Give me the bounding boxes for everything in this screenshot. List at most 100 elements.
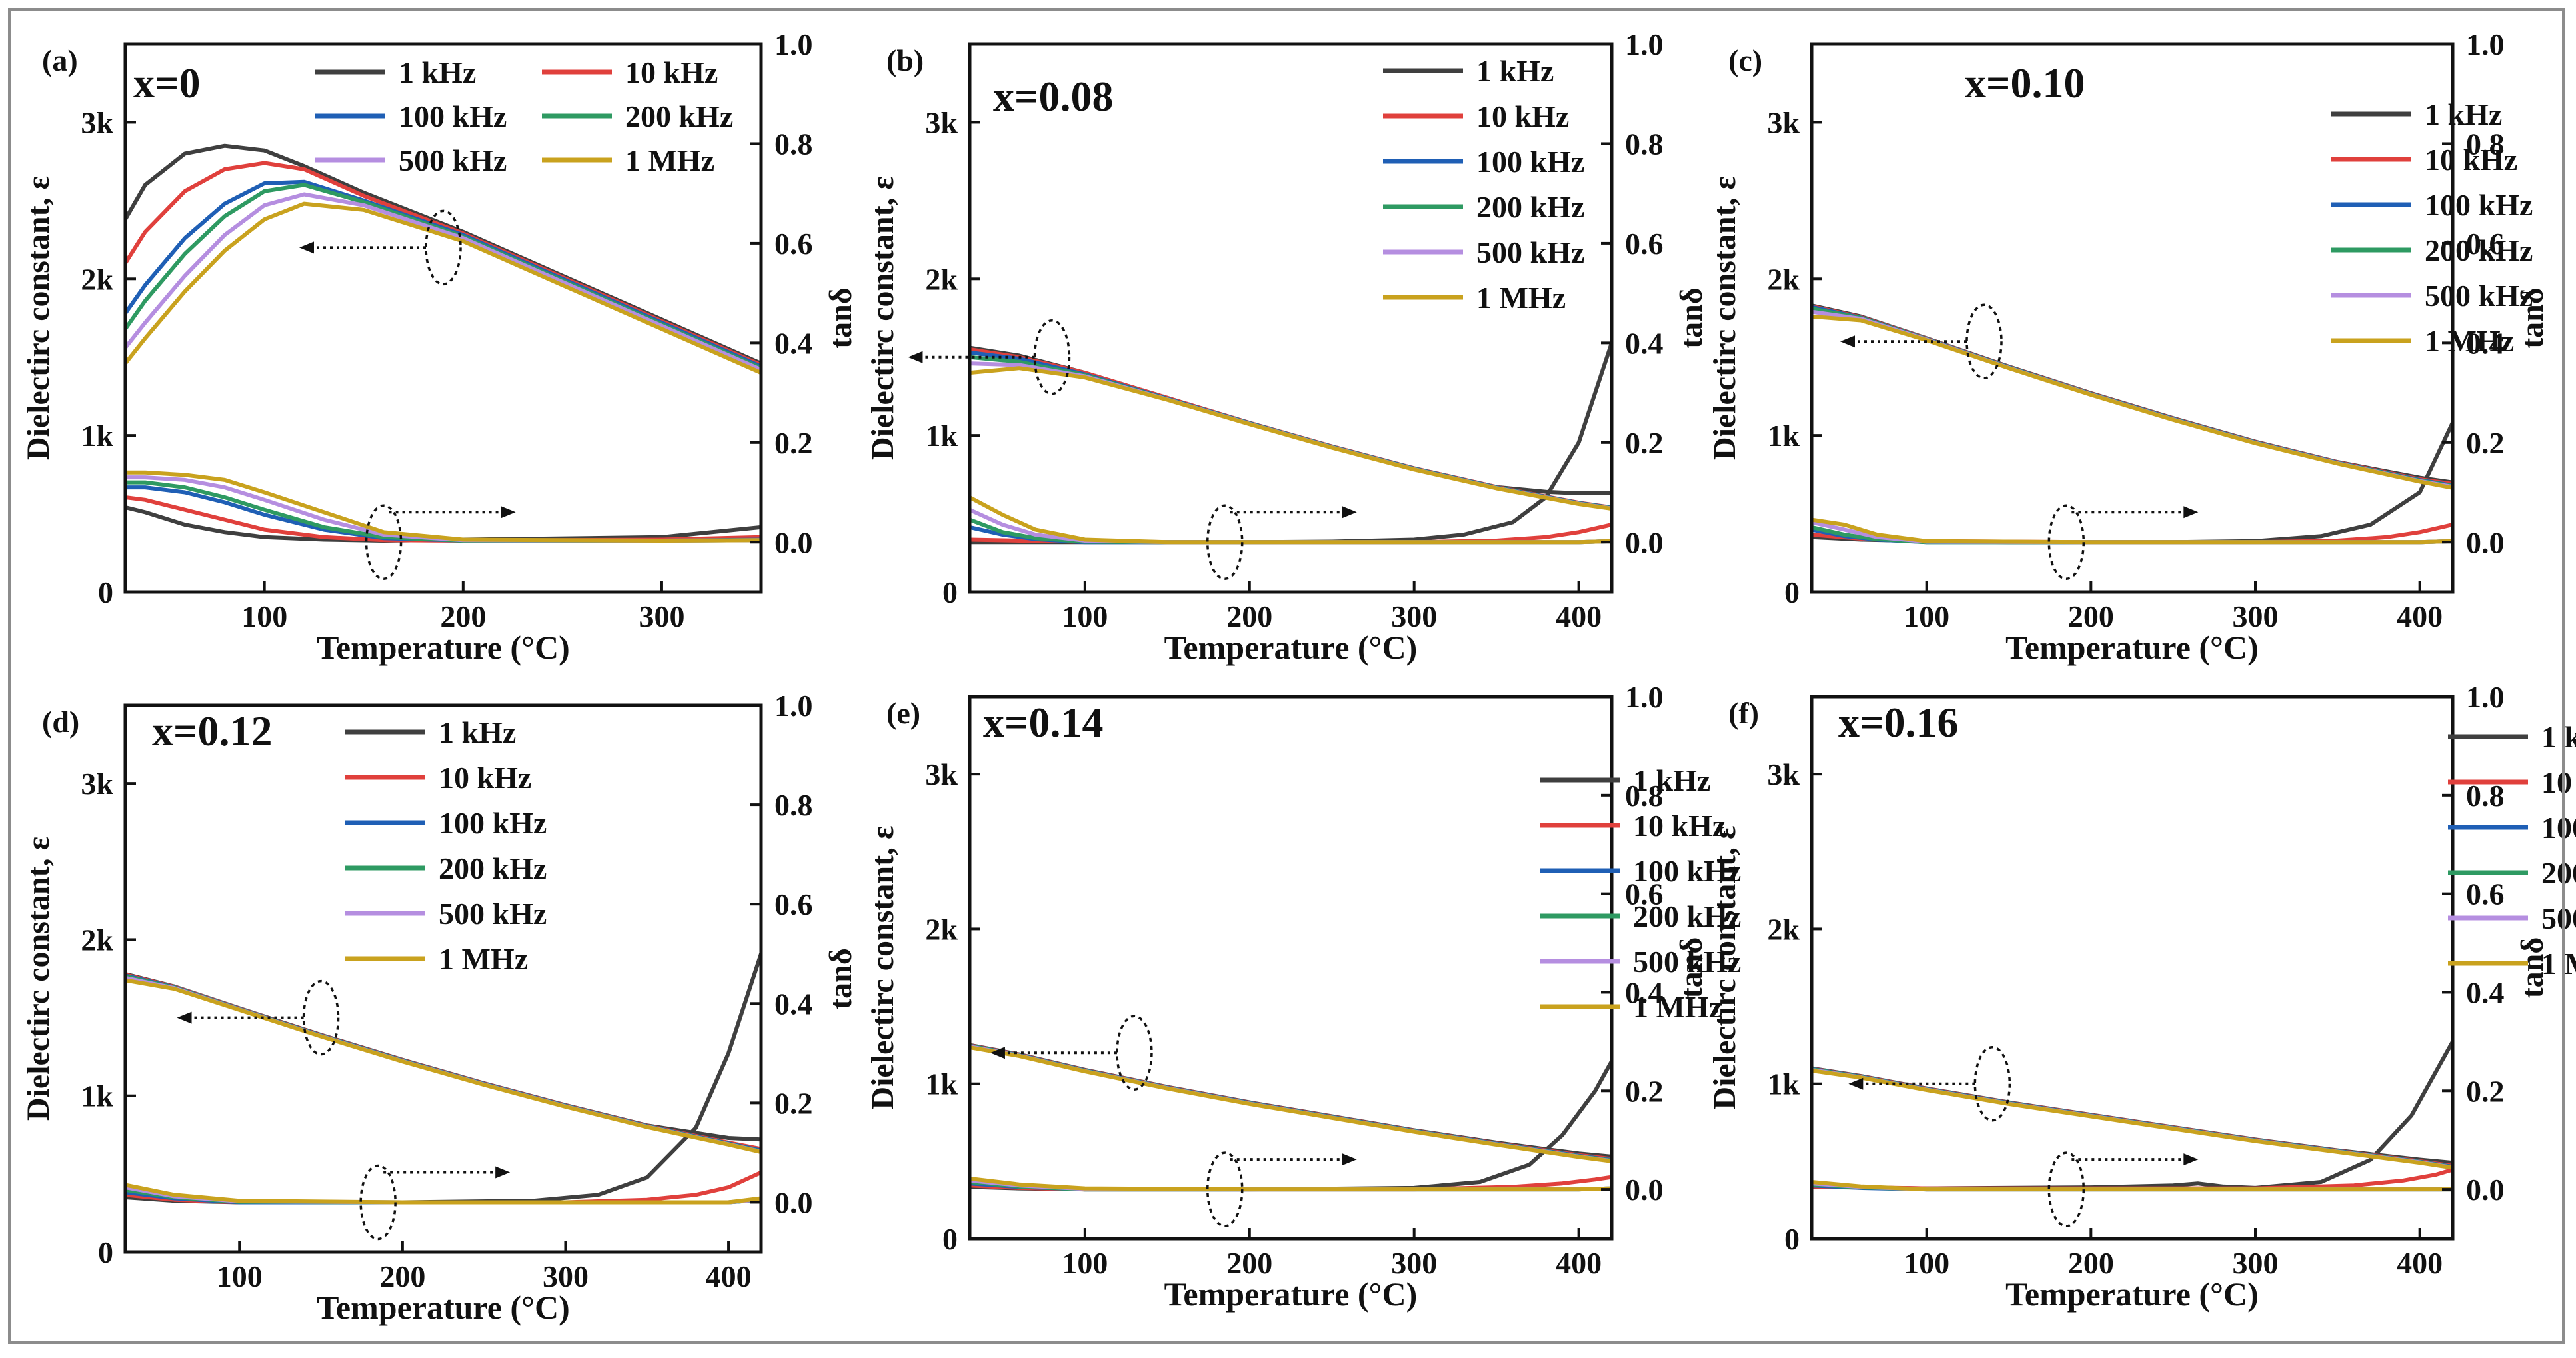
y-tick-label: 0 [942, 575, 958, 609]
legend: 1 kHz 10 kHz 100 kHz 200 kHz 500 kHz 1 MHz [345, 715, 547, 976]
x-tick-label: 200 [1226, 599, 1272, 633]
panel-f: 100 200 300 40001k2k3k0.00.20.40.60.81.0Tem… [1707, 680, 2576, 1313]
composition-label: x=0.12 [152, 707, 272, 755]
y2-tick-label: 0.0 [2466, 1173, 2505, 1207]
series-line-tan-1-khz [1812, 1039, 2453, 1191]
dashed-ellipse [425, 209, 462, 286]
y2-tick-label: 0.4 [2466, 326, 2505, 360]
y2-axis-title: tanδ [1674, 287, 1709, 349]
axes-frame [1810, 695, 2455, 1241]
legend-label: 1 MHz [625, 143, 714, 177]
y2-tick-label: 1.0 [774, 27, 813, 61]
series-line-eps-1-mhz [970, 366, 1612, 511]
y-tick-label: 1k [925, 1067, 958, 1101]
x-tick-label: 300 [543, 1259, 589, 1293]
y-tick-label: 2k [925, 912, 958, 946]
series-line-tan-1-mhz [125, 1183, 761, 1205]
legend-label: 500 kHz [2541, 901, 2576, 935]
arrow-head [908, 351, 923, 363]
y2-axis-title: tanδ [2515, 287, 2550, 349]
y-tick-label: 0 [1784, 1222, 1800, 1256]
x-tick-label: 300 [1391, 599, 1437, 633]
y-tick-label: 3k [1767, 105, 1800, 139]
x-axis-title: Temperature (°C) [2005, 629, 2259, 666]
series-line-eps-100-khz [970, 1043, 1612, 1162]
dashed-ellipse [359, 1164, 397, 1241]
plot-area [125, 951, 761, 1205]
arrow-head [1840, 335, 1855, 348]
arrow-head [177, 1011, 192, 1024]
arrow-head [1342, 1153, 1357, 1166]
series-line-tan-1-mhz [125, 470, 761, 543]
permittivity-annotation [1840, 303, 2003, 379]
axes-frame [1810, 42, 2455, 594]
legend-label: 1 MHz [2425, 324, 2514, 358]
y-axis-title: Dielectirc constant, ε [865, 176, 900, 460]
legend-label: 200 kHz [2541, 856, 2576, 890]
y-tick-label: 0 [942, 1222, 958, 1256]
permittivity-annotation [990, 1015, 1153, 1091]
y2-tick-label: 0.8 [2466, 127, 2505, 161]
y2-axis-title: tanδ [823, 948, 858, 1009]
axes-frame [123, 42, 763, 594]
y2-tick-label: 0.8 [1625, 127, 1664, 161]
panel-c: 100 200 300 400 0 1k 2k 3k 0.0 0.2 0.4 0.6 0.8 1.0 Tem… [1707, 27, 2550, 666]
y-tick-label: 1k [925, 419, 958, 453]
y-tick-label: 2k [81, 923, 113, 957]
y-tick-label: 1k [1767, 1067, 1800, 1101]
panel-label: (c) [1728, 43, 1762, 77]
axes-frame [123, 703, 763, 1254]
legend-label: 1 MHz [2541, 947, 2576, 981]
composition-label: x=0.08 [993, 73, 1113, 120]
series-line-eps-10-khz [970, 1043, 1612, 1161]
y2-tick-label: 0.2 [2466, 426, 2505, 460]
legend-label: 1 kHz [2541, 720, 2576, 754]
y2-tick-label: 0.4 [2466, 975, 2505, 1009]
y2-tick-label: 0.4 [774, 326, 813, 360]
y-tick-label: 0 [1784, 575, 1800, 609]
arrow-head [990, 1047, 1005, 1059]
x-axis-title: Temperature (°C) [1164, 1275, 1418, 1313]
y2-tick-label: 1.0 [1625, 680, 1664, 714]
legend-label: 200 kHz [2425, 233, 2533, 267]
panel-label: (a) [42, 43, 78, 77]
series-line-eps-10-khz [125, 161, 761, 367]
y-tick-label: 2k [81, 262, 113, 296]
y-axis-title: Dielectirc constant, ε [1707, 176, 1742, 460]
loss-annotation [359, 1164, 511, 1241]
series-line-eps-1-mhz [970, 1045, 1612, 1163]
x-tick-label: 200 [440, 599, 486, 633]
legend-label: 200 kHz [439, 851, 547, 885]
loss-annotation [2047, 504, 2199, 581]
x-tick-label: 100 [1904, 599, 1949, 633]
legend-label: 100 kHz [1476, 145, 1584, 179]
loss-annotation [365, 504, 516, 581]
panel-a: 100 200 300 0 1k 2k 3k 0.0 0.2 0.4 0.6 0.8 1.0 Temper… [21, 27, 858, 666]
x-tick-label: 200 [379, 1259, 425, 1293]
legend-label: 1 kHz [2425, 97, 2502, 131]
legend-label: 1 MHz [1633, 990, 1722, 1024]
permittivity-annotation [908, 319, 1071, 395]
legend: 1 kHz 10 kHz 100 kHz 200 kHz 500 kHz 1 MHz [2331, 97, 2533, 358]
series-line-tan-1-mhz [970, 1176, 1612, 1192]
y-tick-label: 3k [925, 757, 958, 791]
y-tick-label: 2k [925, 262, 958, 296]
y-axis-title: Dielectirc constant, ε [865, 825, 900, 1109]
y2-tick-label: 0.2 [1625, 426, 1664, 460]
x-tick-label: 100 [217, 1259, 263, 1293]
axes-frame [968, 42, 1614, 594]
y-tick-label: 3k [81, 767, 113, 801]
y2-tick-label: 0.6 [1625, 227, 1664, 261]
panel-d: 100 200 300 400 0 1k 2k 3k 0.0 0.2 0.4 0.6 0.8 1.0 Tem… [21, 689, 858, 1326]
panel-label: (f) [1728, 696, 1759, 730]
y2-tick-label: 0.2 [1625, 1074, 1664, 1108]
x-tick-label: 400 [1556, 1246, 1602, 1280]
y2-tick-label: 0.4 [774, 987, 813, 1021]
legend-label: 1 kHz [399, 55, 476, 89]
dashed-ellipse [1033, 319, 1071, 395]
legend-label: 200 kHz [625, 99, 733, 133]
series-line-tan-1-khz [125, 951, 761, 1205]
legend-label: 1 kHz [1633, 763, 1710, 797]
axes-frame [968, 695, 1614, 1241]
